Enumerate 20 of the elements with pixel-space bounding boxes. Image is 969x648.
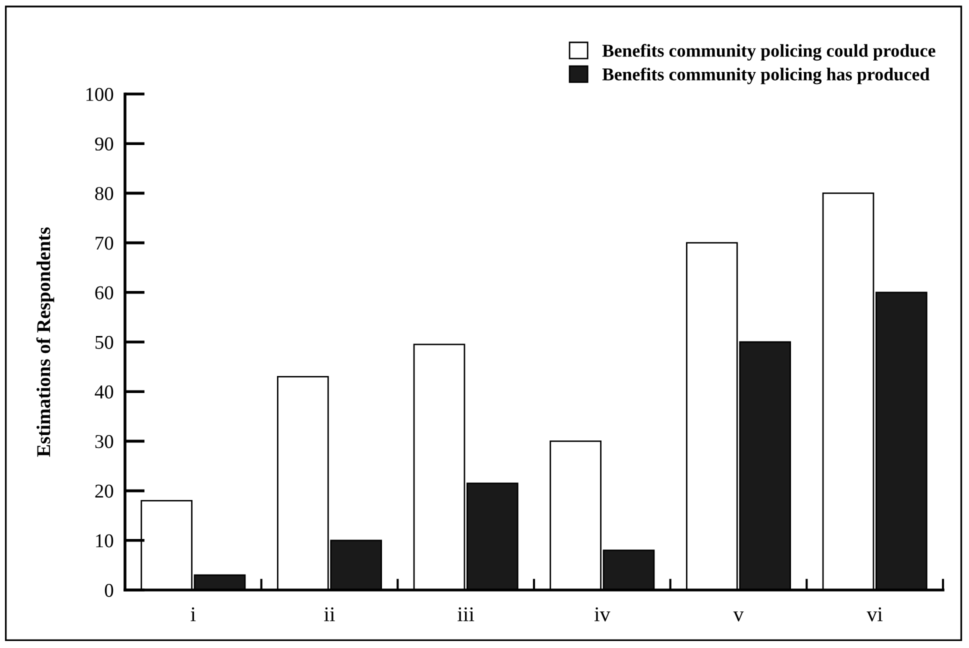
x-tick-label: i xyxy=(190,607,196,622)
legend-label: Benefits community policing could produce xyxy=(602,44,936,61)
y-tick-label: 80 xyxy=(95,187,114,200)
x-tick-label: iii xyxy=(458,607,474,622)
y-tick-label: 40 xyxy=(94,385,114,399)
y-tick-label: 0 xyxy=(104,584,114,597)
x-tick-label: iv xyxy=(594,607,610,622)
legend-label: Benefits community policing has produced xyxy=(602,68,930,84)
y-tick-label: 20 xyxy=(95,484,114,498)
y-tick-label: 100 xyxy=(86,88,114,101)
x-tick-label: vi xyxy=(866,607,883,622)
y-tick-label: 70 xyxy=(96,236,114,250)
y-tick-label: 50 xyxy=(96,336,114,349)
y-tick-label: 90 xyxy=(95,137,114,151)
y-axis-title: Estimations of Respondents xyxy=(36,227,54,457)
y-tick-label: 30 xyxy=(95,435,114,448)
y-tick-label: 10 xyxy=(96,534,114,548)
x-tick-label: ii xyxy=(324,607,335,622)
y-tick-label: 60 xyxy=(95,286,114,300)
x-tick-label: v xyxy=(733,612,744,622)
